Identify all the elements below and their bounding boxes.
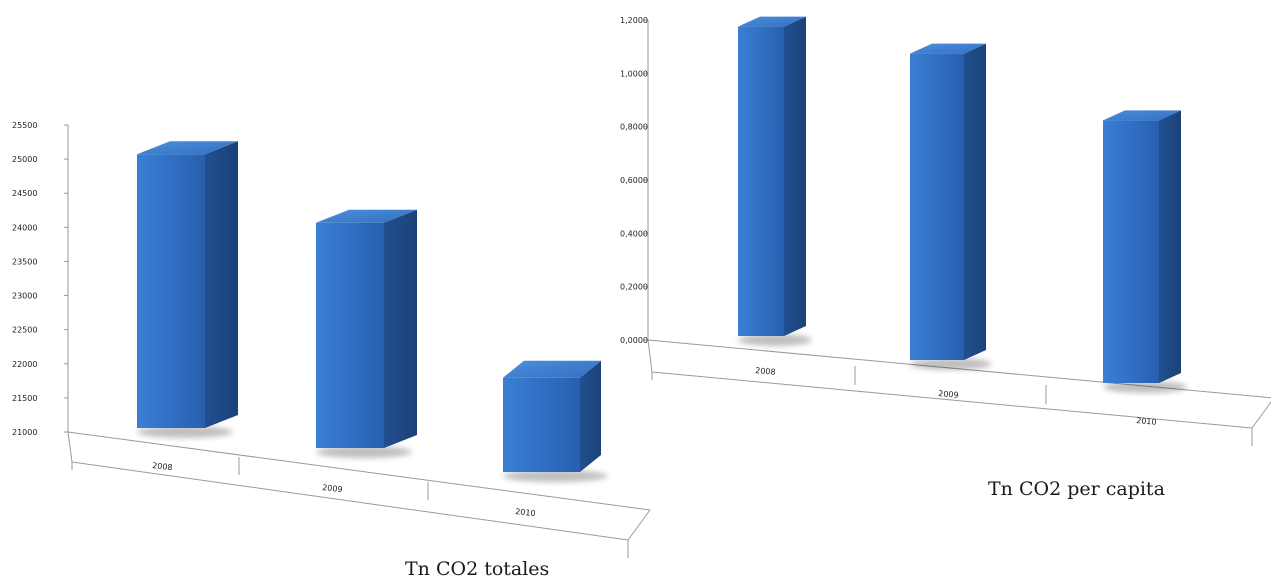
y-tick-label: 25500 (12, 121, 37, 130)
y-tick-label: 0,4000 (620, 229, 648, 238)
bar-top-2010 (503, 360, 601, 378)
y-tick-label: 1,2000 (620, 16, 648, 25)
x-category-label: 2009 (938, 389, 959, 400)
bar-shadow (316, 446, 412, 458)
y-tick-label: 21500 (12, 394, 37, 403)
bar-side-2008 (784, 16, 806, 336)
floor-left-edge (67, 431, 73, 463)
chart-co2-totales: 21000 21500 22000 22500 23000 23500 24000 24500… (12, 121, 651, 558)
x-category-label: 2010 (1136, 416, 1157, 427)
bar-shadow (1103, 381, 1187, 393)
x-category-label: 2010 (515, 507, 536, 518)
bar-top-2010 (1103, 110, 1181, 121)
y-tick-label: 24000 (12, 223, 37, 232)
x-category-label: 2008 (755, 366, 776, 377)
floor-right-edge (1251, 401, 1271, 429)
bar-front-2008 (738, 26, 784, 336)
chart-title-totales: Tn CO2 totales (405, 558, 550, 580)
bar-front-2010 (503, 377, 580, 472)
bar-top-2008 (738, 16, 806, 27)
x-category-label: 2009 (322, 483, 343, 494)
y-tick-label: 22000 (12, 360, 37, 369)
chart-title-per-capita: Tn CO2 per capita (988, 478, 1165, 500)
y-tick-label: 21000 (12, 428, 37, 437)
bar-shadow (503, 470, 608, 482)
bar-shadow (910, 358, 992, 370)
y-tick-label: 0,2000 (620, 283, 648, 292)
bar-shadow (137, 426, 233, 438)
y-tick-label: 1,0000 (620, 69, 648, 78)
y-tick-label: 22500 (12, 326, 37, 335)
y-tick-label: 23000 (12, 292, 37, 301)
y-tick-label: 25000 (12, 155, 37, 164)
bar-front-2010 (1103, 120, 1159, 383)
x-category-label: 2008 (152, 461, 173, 472)
floor-right-edge (627, 509, 651, 541)
bar-top-2009 (316, 209, 417, 223)
bar-side-2010 (1159, 110, 1181, 383)
floor-back-edge (67, 431, 651, 511)
x-axis-line (71, 461, 629, 541)
y-tick-label: 23500 (12, 257, 37, 266)
bar-top-2008 (137, 141, 238, 155)
floor-left-edge (647, 339, 653, 373)
chart-co2-per-capita: 0,0000 0,2000 0,4000 0,6000 0,8000 1,0000 1,20… (620, 16, 1271, 446)
y-tick-label: 0,6000 (620, 176, 648, 185)
y-tick-label: 0,0000 (620, 336, 648, 345)
y-tick-label: 0,8000 (620, 123, 648, 132)
bar-front-2008 (137, 154, 205, 429)
bar-side-2008 (205, 141, 238, 429)
bar-front-2009 (316, 222, 384, 448)
bar-front-2009 (910, 53, 964, 361)
x-axis-line (651, 371, 1253, 429)
y-tick-label: 24500 (12, 189, 37, 198)
bar-side-2009 (384, 209, 417, 448)
bar-side-2010 (580, 360, 601, 472)
bar-side-2009 (964, 43, 986, 361)
bar-shadow (738, 334, 812, 346)
bar-top-2009 (910, 43, 986, 54)
